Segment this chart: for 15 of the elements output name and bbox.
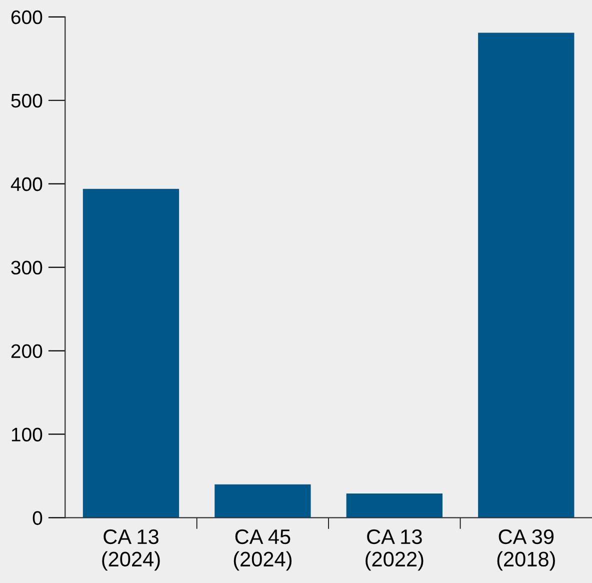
y-tick-label: 0 (32, 511, 42, 525)
y-tick-label: 500 (11, 94, 42, 108)
y-tick-label: 300 (11, 260, 42, 275)
x-tick-label: CA 13 (2024) (102, 529, 160, 571)
y-tick-label: 100 (12, 428, 42, 442)
bar (214, 484, 311, 518)
y-tick-label: 200 (11, 344, 42, 358)
y-tick-label: 400 (10, 177, 42, 192)
bar (346, 494, 442, 518)
bar (82, 188, 180, 518)
y-tick-label: 600 (11, 10, 42, 24)
x-tick-label: CA 13 (2022) (366, 529, 424, 571)
x-tick-label: CA 45 (2024) (234, 529, 292, 571)
bar (478, 32, 574, 518)
x-tick-label: CA 39 (2018) (497, 529, 555, 571)
